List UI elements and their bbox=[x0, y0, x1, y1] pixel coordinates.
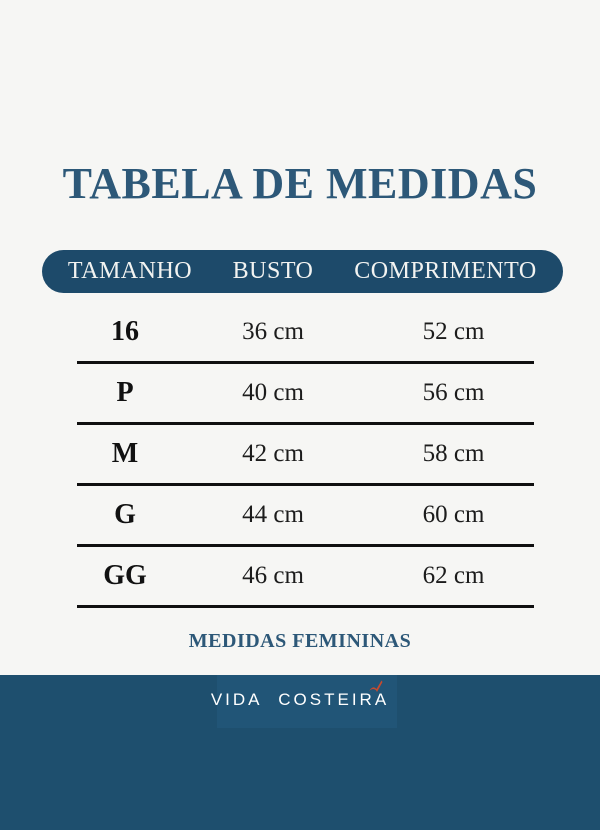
brand-logo-text: VIDA COSTEIRA bbox=[210, 690, 390, 709]
column-header-busto: BUSTO bbox=[232, 258, 314, 284]
length-cell: 60 cm bbox=[422, 501, 485, 528]
column-header-comprimento: COMPRIMENTO bbox=[354, 258, 537, 284]
bust-cell: 44 cm bbox=[242, 501, 304, 528]
table-row: G 44 cm 60 cm bbox=[77, 486, 534, 547]
table-row: M 42 cm 58 cm bbox=[77, 425, 534, 486]
length-cell: 56 cm bbox=[422, 379, 485, 406]
bust-cell: 36 cm bbox=[242, 318, 304, 345]
footer-band: VIDA COSTEIRA bbox=[0, 675, 600, 830]
table-row: 16 36 cm 52 cm bbox=[77, 303, 534, 364]
bust-cell: 42 cm bbox=[242, 440, 304, 467]
size-cell: P bbox=[116, 377, 134, 408]
bust-cell: 40 cm bbox=[242, 379, 304, 406]
size-cell: 16 bbox=[111, 316, 139, 347]
footnote-medidas-femininas: MEDIDAS FEMININAS bbox=[188, 630, 412, 652]
size-cell: GG bbox=[103, 560, 147, 591]
bird-swoosh-icon bbox=[368, 679, 384, 694]
size-table: 16 36 cm 52 cm P 40 cm 56 cm M 42 cm 58 … bbox=[77, 303, 534, 608]
table-row: P 40 cm 56 cm bbox=[77, 364, 534, 425]
column-header-tamanho: TAMANHO bbox=[67, 258, 193, 284]
size-cell: G bbox=[114, 499, 136, 530]
bust-cell: 46 cm bbox=[242, 562, 304, 589]
table-row: GG 46 cm 62 cm bbox=[77, 547, 534, 608]
page-title: TABELA DE MEDIDAS bbox=[62, 159, 538, 208]
table-header-bar: TAMANHO BUSTO COMPRIMENTO bbox=[42, 250, 563, 293]
length-cell: 58 cm bbox=[422, 440, 485, 467]
length-cell: 52 cm bbox=[422, 318, 485, 345]
logo-panel bbox=[217, 675, 397, 728]
size-cell: M bbox=[111, 438, 139, 469]
length-cell: 62 cm bbox=[422, 562, 485, 589]
